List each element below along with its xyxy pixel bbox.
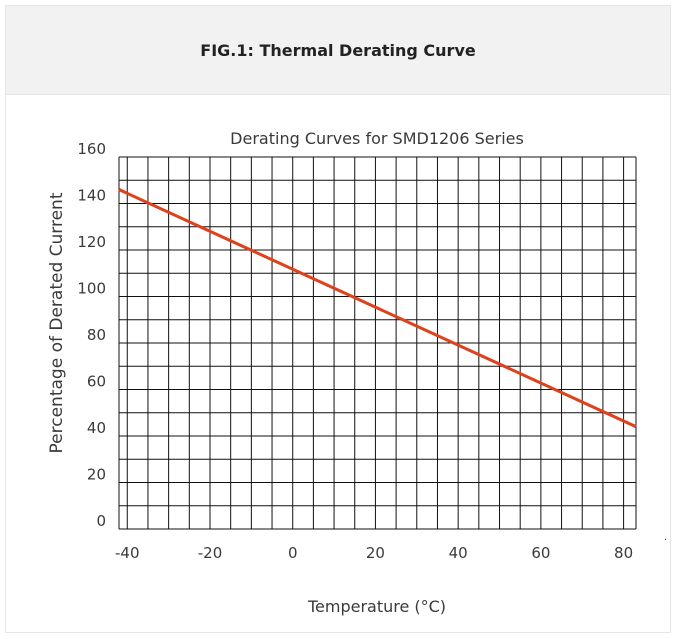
y-tick-label: 60 [87,373,106,391]
x-tick-label: -20 [198,544,223,562]
y-tick-label: 140 [77,187,106,205]
y-tick-label: 40 [87,419,106,437]
stray-dot: . [664,532,667,543]
y-tick-label: 20 [87,466,106,484]
x-tick-label: 20 [366,544,385,562]
series-group [118,188,637,429]
x-tick-label: -40 [115,544,140,562]
y-axis-label: Percentage of Derated Current [47,192,67,453]
y-tick-label: 0 [96,512,106,530]
chart-title: Derating Curves for SMD1206 Series [230,129,524,148]
y-tick-label: 120 [77,233,106,251]
y-tick-label: 160 [77,140,106,158]
figure-caption: FIG.1: Thermal Derating Curve [200,40,476,60]
y-tick-labels: 0 20 40 60 80 100 120 140 160 [77,140,106,530]
y-tick-label: 80 [87,326,106,344]
x-tick-labels: -40 -20 0 20 40 60 80 [115,544,633,562]
series-line [118,188,637,429]
caption-bar: FIG.1: Thermal Derating Curve [6,6,670,95]
x-tick-label: 0 [288,544,298,562]
x-tick-label: 80 [614,544,633,562]
y-tick-label: 100 [77,280,106,298]
x-tick-label: 60 [531,544,550,562]
x-axis-label: Temperature (°C) [307,597,446,616]
grid [118,156,637,530]
x-tick-label: 40 [449,544,468,562]
